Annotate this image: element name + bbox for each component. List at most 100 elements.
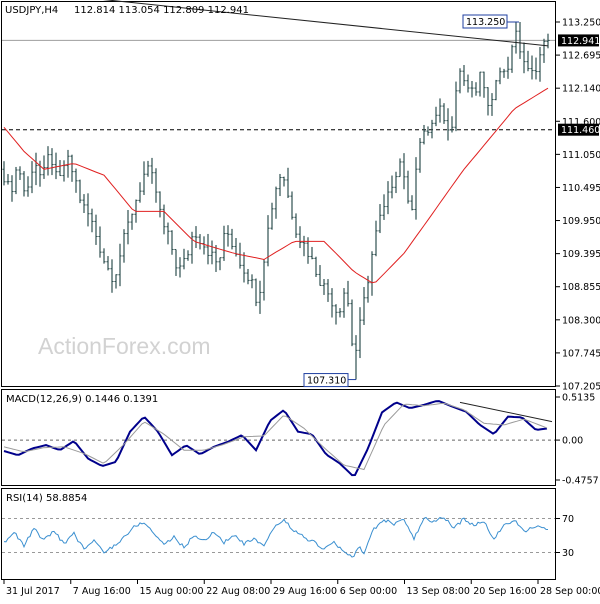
price-level-box — [558, 34, 599, 47]
price-bar — [362, 287, 366, 325]
price-bar — [378, 204, 382, 234]
price-bar — [18, 166, 22, 180]
price-bar — [398, 158, 402, 178]
price-bar — [482, 71, 486, 98]
price-bar — [246, 268, 250, 285]
price-bar — [262, 259, 266, 301]
price-bar — [326, 279, 330, 302]
price-bar — [42, 155, 46, 179]
price-bar — [186, 250, 190, 261]
price-bar — [274, 186, 278, 219]
price-bar — [150, 157, 154, 184]
price-bar — [530, 55, 534, 80]
price-bar — [34, 152, 38, 186]
price-level-label: 112.941 — [561, 36, 600, 47]
price-bar — [82, 194, 86, 214]
price-bar — [154, 168, 158, 203]
price-level-box — [558, 123, 599, 136]
price-bar — [218, 257, 222, 271]
macd-signal-line — [3, 402, 548, 471]
price-bar — [302, 235, 306, 257]
price-bar — [318, 265, 322, 287]
price-bar — [342, 288, 346, 318]
price-bar — [418, 138, 422, 173]
price-bar — [270, 202, 274, 230]
price-bar — [518, 22, 522, 59]
price-bar — [166, 222, 170, 245]
price-bar — [478, 71, 482, 97]
rsi-axis-label: 30 — [562, 548, 574, 559]
price-bar — [422, 124, 426, 145]
price-bar — [30, 161, 34, 194]
price-bar — [10, 175, 14, 202]
price-axis-label: 108.855 — [562, 282, 600, 293]
price-bar — [250, 274, 254, 289]
price-bar — [54, 152, 58, 180]
price-bar — [414, 157, 418, 220]
price-bar — [114, 274, 118, 289]
macd-title: MACD(12,26,9) 0.1446 0.1391 — [6, 394, 158, 405]
price-bar — [534, 57, 538, 80]
price-bar — [298, 226, 302, 249]
price-axis-label: 110.495 — [562, 183, 600, 194]
price-bar — [374, 220, 378, 257]
price-bar — [394, 171, 398, 194]
time-axis-label: 22 Aug 08:00 — [206, 586, 270, 597]
price-axis-label: 109.950 — [562, 216, 600, 227]
price-bar — [290, 191, 294, 220]
price-bar — [210, 240, 214, 265]
price-callout-label: 107.310 — [307, 376, 346, 387]
price-pane — [1, 1, 556, 387]
macd-trendline — [459, 401, 553, 423]
price-bar — [278, 173, 282, 197]
price-bar — [286, 167, 290, 199]
price-bar — [462, 65, 466, 86]
time-axis-label: 20 Sep 16:00 — [473, 586, 536, 597]
price-axis-label: 112.140 — [562, 84, 600, 95]
moving-average-line — [3, 87, 549, 284]
chart-ohlc: 112.814 113.054 112.809 112.941 — [74, 5, 249, 16]
rsi-axis-label: 70 — [562, 514, 574, 525]
price-bar — [142, 161, 146, 196]
price-bar — [214, 245, 218, 272]
rsi-pane — [1, 488, 556, 580]
price-axis-label: 107.745 — [562, 348, 600, 359]
price-bar — [230, 228, 234, 250]
price-bar — [190, 231, 194, 264]
price-axis-label: 109.395 — [562, 249, 600, 260]
price-bar — [470, 81, 474, 98]
price-bar — [118, 243, 122, 287]
time-axis-label: 13 Sep 08:00 — [407, 586, 470, 597]
price-bar — [310, 246, 314, 260]
price-bar — [538, 47, 542, 82]
price-bar — [6, 174, 10, 185]
price-bar — [430, 119, 434, 139]
time-axis-label: 31 Jul 2017 — [6, 586, 60, 597]
price-level-label: 111.460 — [561, 125, 600, 136]
price-bar — [406, 170, 410, 204]
price-bar — [502, 68, 506, 78]
price-bar — [226, 225, 230, 247]
price-bar — [522, 42, 526, 74]
price-bar — [194, 226, 198, 249]
price-bar — [434, 106, 438, 127]
price-trendline — [102, 0, 549, 47]
price-bar — [490, 93, 494, 116]
price-bar — [294, 213, 298, 238]
price-bar — [86, 193, 90, 227]
price-bar — [170, 230, 174, 255]
time-axis-label: 29 Aug 16:00 — [273, 586, 337, 597]
price-axis-label: 111.600 — [562, 117, 600, 128]
price-bar — [178, 257, 182, 278]
macd-axis-label: 0.00 — [562, 436, 583, 447]
price-bar — [322, 279, 326, 295]
price-bar — [182, 248, 186, 270]
time-axis-label: 15 Aug 00:00 — [140, 586, 204, 597]
price-bar — [426, 126, 430, 136]
macd-axis-label: -0.4757 — [562, 476, 599, 487]
macd-axis-label: 0.5135 — [562, 393, 595, 404]
price-bar — [174, 248, 178, 276]
price-bar — [514, 22, 518, 54]
